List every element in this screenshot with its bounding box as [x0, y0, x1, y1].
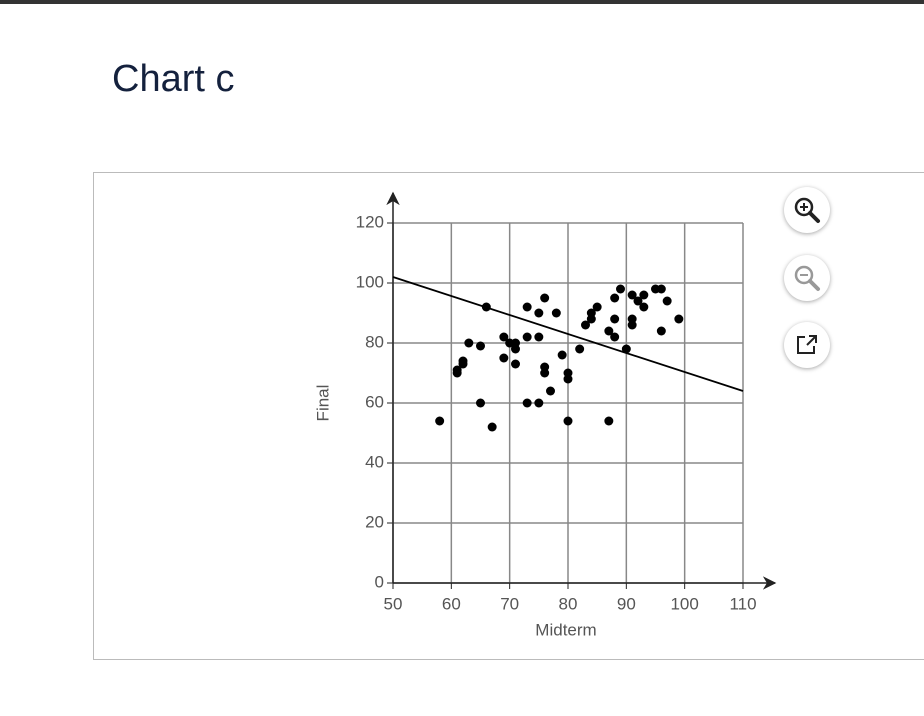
zoom-out-button[interactable]	[784, 255, 830, 301]
point	[534, 398, 544, 408]
point	[616, 284, 625, 294]
point	[610, 314, 620, 324]
chart-panel	[93, 172, 924, 660]
point	[627, 290, 637, 300]
point	[610, 293, 620, 303]
point	[499, 353, 509, 363]
point	[534, 332, 544, 342]
x-tick-label: 100	[670, 594, 698, 613]
point	[522, 398, 532, 408]
point	[563, 416, 573, 426]
point	[604, 416, 614, 426]
point	[464, 338, 474, 348]
trend-line	[392, 276, 744, 392]
point	[610, 332, 620, 342]
point	[458, 356, 468, 366]
y-tick-label: 40	[365, 452, 384, 471]
x-tick-label: 80	[559, 594, 578, 613]
point	[563, 374, 573, 384]
point	[586, 308, 596, 318]
top-bar	[0, 0, 924, 4]
point	[511, 359, 520, 369]
x-tick-label: 60	[442, 594, 461, 613]
point	[481, 302, 491, 312]
point	[621, 344, 631, 354]
point	[522, 332, 532, 342]
y-tick-label: 0	[375, 572, 384, 591]
point	[511, 344, 520, 354]
point	[522, 302, 532, 312]
chart-title: Chart c	[112, 58, 235, 100]
point	[639, 290, 649, 300]
point	[581, 320, 590, 330]
zoom-in-button[interactable]	[784, 187, 830, 233]
point	[604, 326, 614, 336]
point	[639, 302, 649, 312]
y-tick-label: 120	[356, 212, 384, 231]
point	[674, 314, 684, 324]
y-tick-label: 80	[365, 332, 384, 351]
point	[540, 368, 550, 378]
point	[551, 308, 561, 318]
point	[546, 386, 555, 396]
x-axis-label: Midterm	[535, 620, 596, 639]
y-tick-label: 20	[365, 512, 384, 531]
point	[592, 302, 602, 312]
point	[557, 350, 567, 360]
y-axis-label: Final	[313, 385, 332, 422]
point	[435, 416, 445, 426]
point	[656, 326, 666, 336]
x-tick-label: 90	[617, 594, 636, 613]
point	[476, 398, 485, 408]
y-tick-label: 60	[365, 392, 384, 411]
point	[633, 296, 643, 306]
open-external-button[interactable]	[784, 322, 830, 368]
point	[534, 308, 544, 318]
x-tick-label: 110	[729, 594, 756, 613]
point	[452, 365, 462, 375]
point	[575, 344, 585, 354]
y-tick-label: 100	[356, 272, 384, 291]
point	[656, 284, 666, 294]
point	[662, 296, 672, 306]
point	[627, 320, 637, 330]
x-tick-label: 50	[384, 594, 403, 613]
point	[499, 332, 509, 342]
point	[476, 341, 485, 351]
point	[487, 422, 497, 432]
x-tick-label: 70	[500, 594, 519, 613]
point	[540, 293, 550, 303]
